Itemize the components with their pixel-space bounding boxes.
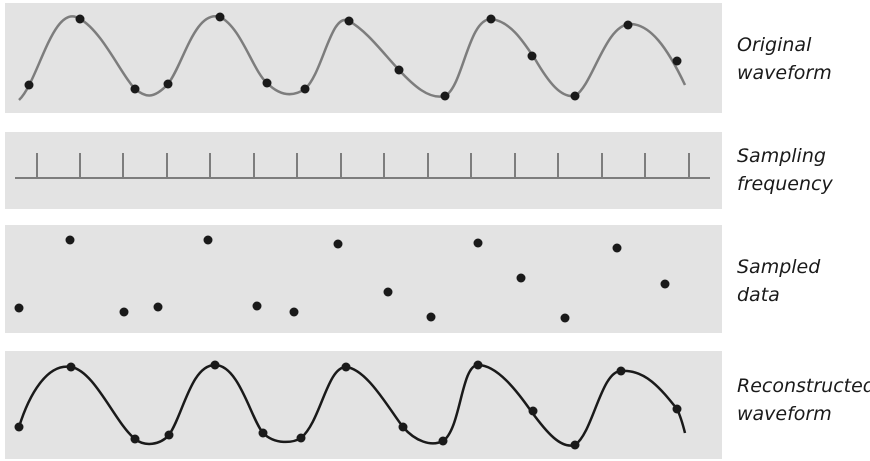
sample-dot	[486, 14, 496, 24]
label-line: data	[737, 284, 780, 306]
sample-dot	[344, 16, 354, 26]
sampled-dot	[516, 273, 526, 283]
sample-dot	[262, 78, 272, 88]
original-waveform-label: Original waveform	[737, 31, 870, 87]
sample-dot	[215, 12, 225, 22]
sampled-dot	[14, 303, 24, 313]
reconstructed-dot	[473, 360, 483, 370]
sample-dot	[672, 56, 682, 66]
reconstructed-dot	[528, 406, 538, 416]
reconstructed-waveform-panel	[5, 351, 722, 459]
sampled-dot	[289, 307, 299, 317]
sampled-dot	[473, 238, 483, 248]
reconstructed-dot	[66, 362, 76, 372]
sampled-dot	[153, 302, 163, 312]
label-line: Original	[737, 34, 812, 56]
sampled-dot	[65, 235, 75, 245]
sample-dot	[75, 14, 85, 24]
reconstructed-dot	[14, 422, 24, 432]
sampled-data-graphic	[14, 235, 670, 323]
sampling-frequency-panel	[5, 132, 722, 209]
reconstructed-dot	[672, 404, 682, 414]
label-line: frequency	[737, 173, 833, 195]
sampling-frequency-label: Sampling frequency	[737, 142, 870, 198]
original-sample-dots	[24, 12, 682, 101]
sample-dot	[527, 51, 537, 61]
reconstructed-waveform-curve	[17, 363, 687, 447]
reconstructed-dot	[296, 433, 306, 443]
sample-dot	[130, 84, 140, 94]
reconstructed-dot	[258, 428, 268, 438]
sample-dot	[440, 91, 450, 101]
sampling-ticks-graphic	[15, 153, 710, 179]
label-line: Reconstructed	[737, 375, 870, 397]
label-line: Sampled	[737, 256, 821, 278]
reconstructed-waveform-label: Reconstructed waveform	[737, 372, 870, 428]
original-waveform-panel	[5, 3, 722, 113]
original-waveform-curve	[18, 15, 687, 101]
reconstructed-dot	[210, 360, 220, 370]
reconstructed-dot	[341, 362, 351, 372]
reconstructed-dot	[570, 440, 580, 450]
sampled-data-label: Sampled data	[737, 253, 870, 309]
reconstructed-dot	[398, 422, 408, 432]
sample-dot	[300, 84, 310, 94]
sampled-dot	[383, 287, 393, 297]
sample-dot	[623, 20, 633, 30]
reconstructed-dot	[164, 430, 174, 440]
original-waveform-graphic	[18, 12, 687, 101]
reconstructed-dot	[130, 434, 140, 444]
sampled-dot	[252, 301, 262, 311]
sampled-data-panel	[5, 225, 722, 333]
sampled-dot	[560, 313, 570, 323]
sample-dot	[394, 65, 404, 75]
sampled-dot	[426, 312, 436, 322]
sample-dot	[570, 91, 580, 101]
sampled-dot	[612, 243, 622, 253]
label-line: waveform	[737, 62, 832, 84]
sampled-dot	[119, 307, 129, 317]
label-line: Sampling	[737, 145, 826, 167]
sample-dot	[24, 80, 34, 90]
label-line: waveform	[737, 403, 832, 425]
sampled-dot	[333, 239, 343, 249]
sampled-dot	[203, 235, 213, 245]
sampled-dot	[660, 279, 670, 289]
reconstructed-dot	[616, 366, 626, 376]
sample-dot	[163, 79, 173, 89]
reconstructed-dot	[438, 436, 448, 446]
reconstructed-waveform-graphic	[14, 360, 687, 450]
